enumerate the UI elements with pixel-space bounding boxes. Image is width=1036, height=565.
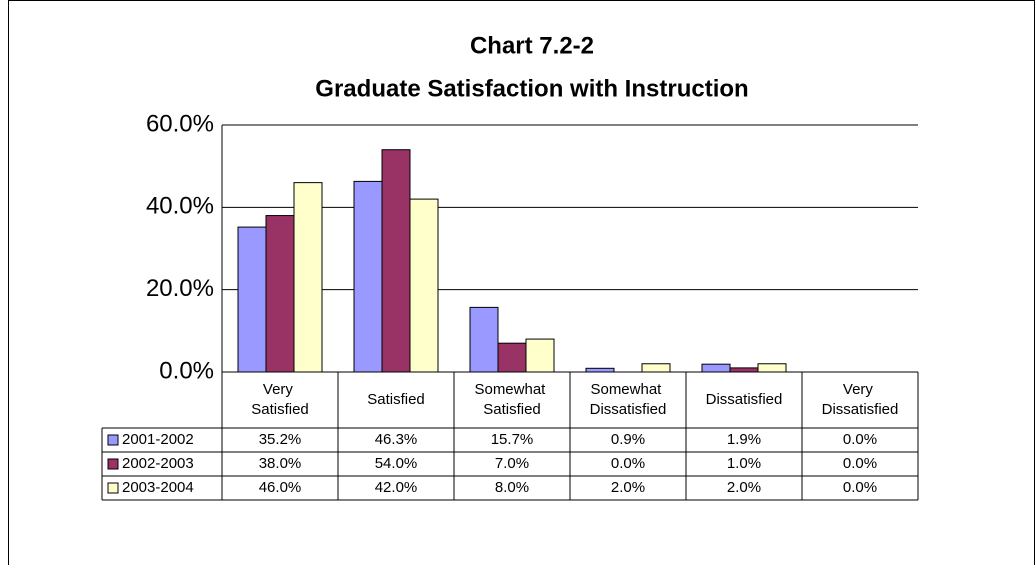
table-value: 7.0% bbox=[495, 455, 529, 472]
table-value: 0.9% bbox=[611, 431, 645, 448]
table-value: 54.0% bbox=[375, 455, 418, 472]
legend-swatch bbox=[107, 458, 119, 470]
bar bbox=[265, 215, 295, 373]
table-value: 8.0% bbox=[495, 479, 529, 496]
x-tick-label: Somewhat Satisfied bbox=[474, 381, 549, 418]
y-tick-label: 60.0% bbox=[146, 110, 214, 137]
bar bbox=[701, 363, 731, 373]
y-tick-label: 0.0% bbox=[159, 357, 214, 384]
bar bbox=[729, 367, 759, 373]
table-value: 42.0% bbox=[375, 479, 418, 496]
bar bbox=[757, 363, 787, 373]
x-tick-label: Dissatisfied bbox=[706, 391, 783, 408]
bar bbox=[409, 198, 439, 373]
bar bbox=[381, 149, 411, 373]
table-value: 0.0% bbox=[611, 455, 645, 472]
legend-label: 2003-2004 bbox=[122, 479, 194, 496]
x-tick-label: Somewhat Dissatisfied bbox=[590, 381, 667, 418]
table-value: 15.7% bbox=[491, 431, 534, 448]
x-tick-label: Satisfied bbox=[367, 391, 425, 408]
bar bbox=[469, 306, 499, 373]
y-tick-label: 20.0% bbox=[146, 275, 214, 302]
x-tick-label: Very Satisfied bbox=[251, 381, 309, 418]
legend-swatch bbox=[107, 482, 119, 494]
table-value: 38.0% bbox=[259, 455, 302, 472]
chart-subtitle: Graduate Satisfaction with Instruction bbox=[315, 75, 748, 102]
bar bbox=[641, 363, 671, 373]
table-value: 46.0% bbox=[259, 479, 302, 496]
table-value: 0.0% bbox=[843, 455, 877, 472]
bar bbox=[525, 338, 555, 373]
x-tick-label: Very Dissatisfied bbox=[822, 381, 899, 418]
bar bbox=[497, 342, 527, 373]
table-value: 46.3% bbox=[375, 431, 418, 448]
legend-label: 2002-2003 bbox=[122, 455, 194, 472]
bar bbox=[353, 180, 383, 373]
table-value: 1.9% bbox=[727, 431, 761, 448]
table-value: 0.0% bbox=[843, 479, 877, 496]
table-value: 35.2% bbox=[259, 431, 302, 448]
table-value: 2.0% bbox=[727, 479, 761, 496]
legend-label: 2001-2002 bbox=[122, 431, 194, 448]
y-tick-label: 40.0% bbox=[146, 193, 214, 220]
legend-swatch bbox=[107, 434, 119, 446]
chart-border bbox=[8, 0, 1035, 565]
table-value: 0.0% bbox=[843, 431, 877, 448]
table-value: 2.0% bbox=[611, 479, 645, 496]
bar bbox=[237, 226, 267, 373]
bar bbox=[293, 182, 323, 373]
chart-title: Chart 7.2-2 bbox=[470, 32, 594, 59]
table-value: 1.0% bbox=[727, 455, 761, 472]
bar bbox=[585, 367, 615, 373]
